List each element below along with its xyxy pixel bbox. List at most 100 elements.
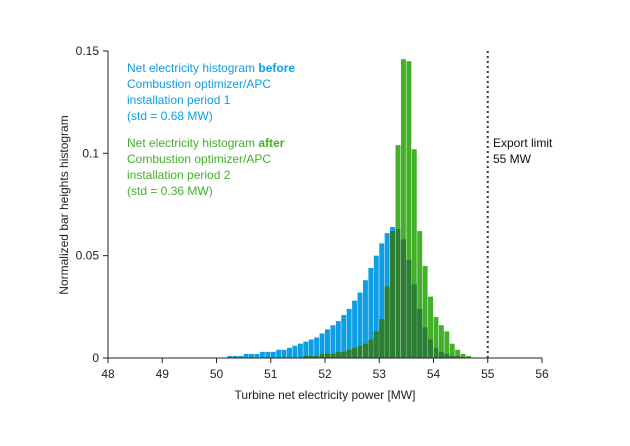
histogram-bar-after xyxy=(428,296,433,358)
legend-before-line2: Combustion optimizer/APC xyxy=(127,77,271,91)
histogram-bar-before xyxy=(325,329,330,358)
y-axis-ticks: 0 0.05 0.1 0.15 xyxy=(76,44,108,365)
histogram-bar-before xyxy=(368,267,374,358)
histogram-bar-overlap xyxy=(406,259,412,358)
histogram-bar-after xyxy=(455,349,461,358)
histogram-bar-before xyxy=(281,349,287,358)
histogram-bar-before xyxy=(265,351,271,358)
histogram-bar-overlap xyxy=(335,351,341,358)
histogram-bar-before xyxy=(287,347,292,358)
histogram-bar-before xyxy=(227,355,233,358)
histogram-bar-after xyxy=(444,331,450,358)
histogram-bar-before xyxy=(303,341,309,358)
histogram-bar-after xyxy=(422,265,428,358)
y-tick-label: 0.1 xyxy=(82,146,99,160)
y-axis-title: Normalized bar heights histogram xyxy=(57,115,71,294)
histogram-bar-before xyxy=(249,353,254,358)
histogram-bar-after xyxy=(438,325,444,358)
histogram-bar-overlap xyxy=(460,356,466,358)
x-tick-label: 50 xyxy=(210,367,224,381)
histogram-bar-overlap xyxy=(325,353,330,358)
x-tick-label: 55 xyxy=(481,367,495,381)
legend-after: Net electricity histogram after Combusti… xyxy=(127,136,285,198)
histogram-bar-overlap xyxy=(303,355,309,358)
histogram-bar-before xyxy=(297,343,303,358)
legend-before-line3: installation period 1 xyxy=(127,93,231,107)
histogram-bar-after xyxy=(406,61,412,358)
histogram-bar-overlap xyxy=(400,239,406,358)
histogram-bar-overlap xyxy=(411,284,417,358)
x-tick-label: 49 xyxy=(156,367,170,381)
legend-after-line1: Net electricity histogram after xyxy=(127,136,285,150)
y-tick-label: 0 xyxy=(92,351,99,365)
histogram-bar-after xyxy=(460,353,466,358)
x-tick-label: 48 xyxy=(101,367,115,381)
histogram-bar-after xyxy=(411,149,417,358)
histogram-bar-overlap xyxy=(433,347,439,358)
histogram-bar-overlap xyxy=(438,351,444,358)
histogram-bar-overlap xyxy=(352,347,358,358)
histogram-bar-overlap xyxy=(395,229,401,358)
histogram-bar-before xyxy=(335,321,341,358)
histogram-bar-before xyxy=(341,315,347,358)
histogram-bar-before xyxy=(308,339,314,358)
histogram-bar-before xyxy=(330,325,336,358)
x-tick-label: 56 xyxy=(535,367,549,381)
histogram-bar-overlap xyxy=(373,331,379,358)
histogram-bar-overlap xyxy=(368,339,374,358)
histogram-bar-overlap xyxy=(379,319,385,358)
histogram-bar-before xyxy=(259,351,265,358)
legend-before: Net electricity histogram before Combust… xyxy=(127,61,295,123)
histogram-bar-before xyxy=(352,300,358,358)
histogram-bar-before xyxy=(292,345,298,358)
legend-after-line2: Combustion optimizer/APC xyxy=(127,152,271,166)
histogram-bar-before xyxy=(254,353,260,358)
y-tick-label: 0.05 xyxy=(76,249,100,263)
histogram-bar-before xyxy=(373,255,379,358)
export-limit-label: Export limit xyxy=(493,136,553,150)
histogram-bar-overlap xyxy=(319,353,325,358)
legend-after-line3: installation period 2 xyxy=(127,168,231,182)
histogram-bar-before xyxy=(379,243,385,358)
legend-after-line4: (std = 0.36 MW) xyxy=(127,184,213,198)
legend-before-line4: (std = 0.68 MW) xyxy=(127,109,213,123)
histogram-bar-before xyxy=(314,337,320,358)
histogram-bar-before xyxy=(232,355,238,358)
histogram-bar-overlap xyxy=(384,286,390,358)
histogram-bar-overlap xyxy=(357,345,363,358)
histogram-bar-overlap xyxy=(308,355,314,358)
x-tick-label: 54 xyxy=(427,367,441,381)
histogram-bar-overlap xyxy=(428,339,433,358)
histogram-bar-overlap xyxy=(341,351,347,358)
histogram-bar-after xyxy=(466,355,471,358)
histogram-bar-overlap xyxy=(422,327,428,358)
histogram-bar-overlap xyxy=(417,308,423,358)
histogram-bar-before xyxy=(270,351,276,358)
histogram-bar-before xyxy=(276,349,282,358)
histogram-bar-overlap xyxy=(449,355,455,358)
histogram-bar-overlap xyxy=(455,355,461,358)
histogram-bar-before xyxy=(243,353,249,358)
export-limit-value: 55 MW xyxy=(493,152,532,166)
x-axis-ticks: 48 49 50 51 52 53 54 55 56 xyxy=(101,358,549,381)
x-axis-title: Turbine net electricity power [MW] xyxy=(235,388,416,402)
histogram-bar-before xyxy=(362,280,368,358)
histogram-bar-after xyxy=(449,343,455,358)
x-tick-label: 52 xyxy=(318,367,332,381)
histogram-bar-after xyxy=(400,59,406,358)
histogram-bar-overlap xyxy=(314,355,320,358)
histogram-bar-overlap xyxy=(346,349,352,358)
bars-overlap-region xyxy=(303,229,466,358)
histogram-bar-before xyxy=(346,308,352,358)
x-tick-label: 51 xyxy=(264,367,278,381)
histogram-bar-before xyxy=(319,333,325,358)
y-tick-label: 0.15 xyxy=(76,44,100,58)
x-tick-label: 53 xyxy=(373,367,387,381)
histogram-bar-overlap xyxy=(330,353,336,358)
legend-before-line1: Net electricity histogram before xyxy=(127,61,295,75)
histogram-bar-after xyxy=(433,317,439,358)
histogram-bar-before xyxy=(238,355,244,358)
histogram-bar-after xyxy=(417,231,423,358)
histogram-bar-before xyxy=(357,292,363,358)
